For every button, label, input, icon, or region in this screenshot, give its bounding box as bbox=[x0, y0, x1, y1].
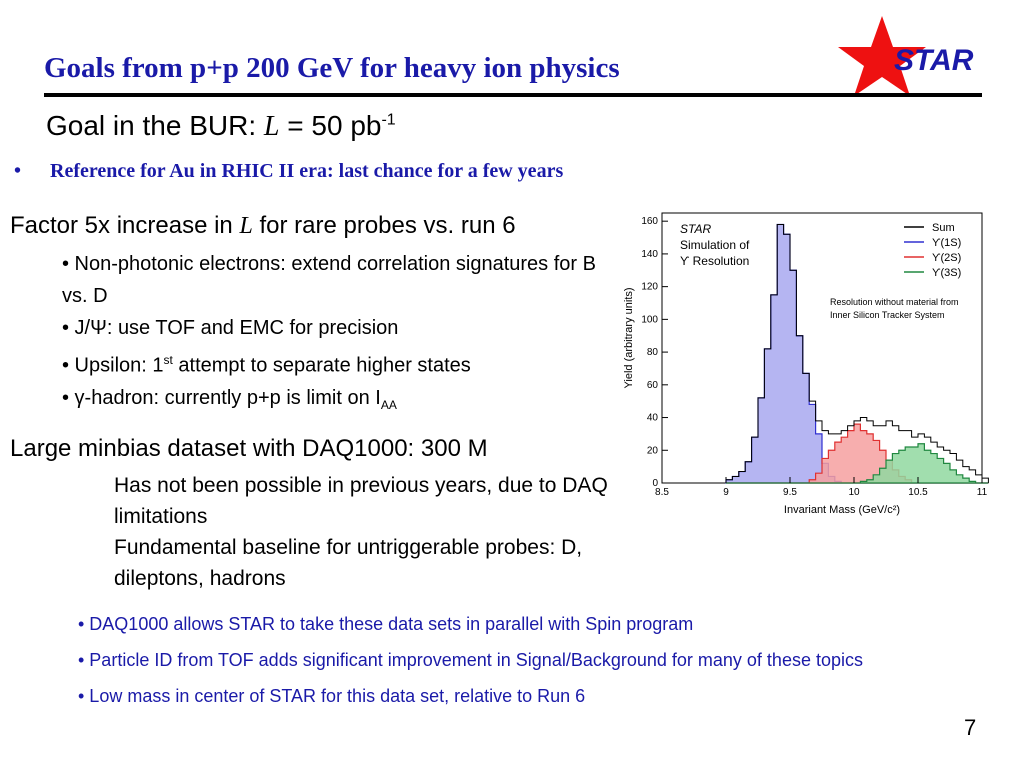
factor-symbol: L bbox=[239, 213, 253, 239]
reference-bullet: • Reference for Au in RHIC II era: last c… bbox=[14, 160, 563, 183]
x-axis-label: Invariant Mass (GeV/c²) bbox=[784, 504, 900, 516]
list-item: • J/Ψ: use TOF and EMC for precision bbox=[62, 317, 399, 339]
x-tick-label: 8.5 bbox=[655, 487, 669, 498]
legend-label: ϒ(1S) bbox=[932, 237, 961, 249]
y-tick-label: 140 bbox=[641, 249, 658, 260]
item-subscript: AA bbox=[380, 397, 397, 412]
note-item: • Particle ID from TOF adds significant … bbox=[78, 650, 863, 670]
luminosity-symbol: L bbox=[263, 111, 280, 142]
list-item: • γ-hadron: currently p+p is limit on IA… bbox=[62, 382, 622, 421]
item-text: • γ-hadron: currently p+p is limit on I bbox=[62, 386, 381, 409]
chart-note: Inner Silicon Tracker System bbox=[830, 310, 945, 320]
y-tick-label: 160 bbox=[641, 216, 658, 227]
y-tick-label: 40 bbox=[647, 413, 659, 424]
star-logo: STAR bbox=[838, 16, 974, 96]
chart-annotation: ϒ Resolution bbox=[680, 254, 749, 268]
minbias-heading: Large minbias dataset with DAQ1000: 300 … bbox=[10, 435, 488, 462]
y-tick-label: 120 bbox=[641, 282, 658, 293]
item-superscript: st bbox=[163, 353, 173, 367]
probe-list: • Non-photonic electrons: extend correla… bbox=[62, 248, 622, 421]
legend-label: Sum bbox=[932, 222, 955, 234]
item-text: • Upsilon: 1 bbox=[62, 354, 164, 377]
note-item: • Low mass in center of STAR for this da… bbox=[78, 686, 586, 706]
note-item: Has not been possible in previous years,… bbox=[114, 474, 608, 528]
series-sum-histogram bbox=[725, 223, 989, 483]
upsilon-histogram: 8.5 9 9.5 10 10.5 11 0 20 40 60 80 100 120 140 160 Inva… bbox=[623, 212, 989, 516]
goal-value: 50 pb bbox=[311, 110, 382, 141]
goal-equals: = bbox=[287, 110, 304, 141]
x-tick-label: 9 bbox=[723, 487, 729, 498]
x-tick-label: 11 bbox=[977, 487, 988, 498]
page-number: 7 bbox=[964, 715, 977, 740]
chart-note: Resolution without material from bbox=[830, 297, 959, 307]
y-tick-label: 80 bbox=[647, 347, 659, 358]
y-tick-label: 20 bbox=[647, 445, 659, 456]
goal-exponent: -1 bbox=[381, 111, 396, 129]
x-tick-label: 10.5 bbox=[908, 487, 928, 498]
title-divider bbox=[44, 93, 982, 97]
list-item: • Upsilon: 1st attempt to separate highe… bbox=[62, 344, 622, 382]
slide-title: Goals from p+p 200 GeV for heavy ion phy… bbox=[44, 52, 620, 84]
goal-prefix: Goal in the BUR: bbox=[46, 110, 257, 141]
factor-heading: Factor 5x increase in L for rare probes … bbox=[10, 212, 516, 240]
y-tick-label: 60 bbox=[647, 380, 659, 391]
summary-notes: • DAQ1000 allows STAR to take these data… bbox=[78, 612, 878, 720]
legend-label: ϒ(2S) bbox=[932, 252, 961, 264]
logo-text: STAR bbox=[894, 44, 974, 77]
red-star-icon bbox=[838, 16, 926, 96]
y-tick-label: 100 bbox=[641, 314, 658, 325]
list-item: • Non-photonic electrons: extend correla… bbox=[62, 253, 596, 307]
factor-suffix: for rare probes vs. run 6 bbox=[259, 212, 516, 239]
chart-annotation: Simulation of bbox=[680, 238, 750, 252]
minbias-notes: Has not been possible in previous years,… bbox=[114, 470, 634, 594]
chart-annotation: STAR bbox=[680, 222, 711, 236]
y-axis-label: Yield (arbitrary units) bbox=[623, 287, 635, 388]
goal-line: Goal in the BUR: L = 50 pb-1 bbox=[46, 110, 396, 143]
note-item: Fundamental baseline for untriggerable p… bbox=[114, 536, 583, 590]
reference-text: Reference for Au in RHIC II era: last ch… bbox=[50, 160, 564, 182]
legend-label: ϒ(3S) bbox=[932, 267, 961, 279]
factor-prefix: Factor 5x increase in bbox=[10, 212, 233, 239]
bullet-marker: • bbox=[14, 160, 22, 182]
x-tick-label: 9.5 bbox=[783, 487, 797, 498]
item-text: attempt to separate higher states bbox=[172, 354, 471, 377]
note-item: • DAQ1000 allows STAR to take these data… bbox=[78, 614, 694, 634]
y-tick-label: 0 bbox=[652, 478, 658, 489]
x-tick-label: 10 bbox=[848, 487, 860, 498]
